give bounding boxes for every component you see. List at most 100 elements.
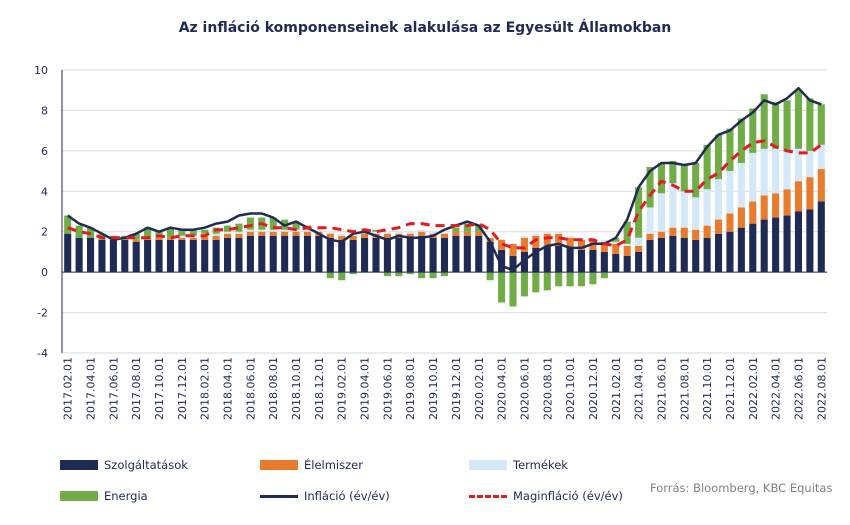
bar-segment	[281, 235, 289, 273]
bar-segment	[703, 237, 711, 273]
core-inflation-line	[67, 139, 823, 250]
bar-segment	[703, 144, 711, 190]
bar-segment	[224, 231, 232, 234]
bar-segment	[155, 237, 163, 240]
bar-segment	[806, 177, 814, 210]
x-tick-label: 2020.08.01	[541, 357, 554, 420]
bar-segment	[418, 231, 426, 236]
x-tick-label: 2018.02.01	[199, 357, 212, 420]
bar-segment	[669, 235, 677, 273]
bar-segment	[224, 233, 232, 238]
bar-segment	[303, 235, 312, 273]
bar-segment	[794, 90, 802, 149]
x-tick-label: 2018.08.01	[267, 357, 280, 420]
bar-segment	[646, 167, 654, 208]
bar-segment	[646, 239, 654, 273]
legend-item-termekek: Termékek	[469, 458, 568, 472]
legend-swatch-elelmiszer	[260, 460, 298, 470]
bar-segment	[349, 272, 357, 275]
bar-segment	[395, 237, 403, 273]
bar-segment	[714, 233, 723, 273]
bar-segment	[452, 235, 460, 273]
x-tick-label: 2021.04.01	[633, 357, 646, 420]
bar-segment	[657, 231, 665, 238]
bar-segment	[475, 231, 483, 236]
bar-segment	[246, 217, 254, 230]
bar-segment	[303, 229, 312, 232]
bar-segment	[555, 272, 563, 287]
bar-segment	[132, 233, 140, 240]
x-tick-label: 2021.08.01	[678, 357, 691, 420]
bar-segment	[315, 235, 323, 273]
bar-segment	[543, 233, 551, 246]
bar-segment	[794, 211, 802, 273]
bar-segment	[566, 235, 574, 238]
x-tick-label: 2017.04.01	[85, 357, 98, 420]
bar-segment	[235, 237, 243, 273]
bar-segment	[760, 219, 768, 273]
bar-segment	[189, 239, 197, 273]
bar-segment	[440, 233, 449, 238]
bar-segment	[361, 233, 369, 238]
bar-segment	[806, 150, 814, 178]
bar-segment	[463, 231, 471, 236]
bar-segment	[372, 229, 380, 232]
bar-segment	[680, 191, 688, 228]
bar-segment	[144, 239, 152, 273]
bar-segment	[692, 162, 700, 198]
y-tick-label: 10	[34, 64, 48, 77]
bar-segment	[418, 272, 426, 279]
bar-segment	[155, 239, 163, 273]
bar-segment	[132, 241, 140, 273]
legend-label: Élelmiszer	[304, 458, 363, 472]
bar-segment	[201, 229, 209, 234]
x-tick-label: 2022.04.01	[770, 357, 783, 420]
x-tick-label: 2021.06.01	[655, 357, 668, 420]
bar-segment	[680, 237, 688, 273]
bar-segment	[246, 235, 254, 273]
chart-title: Az infláció komponenseinek alakulása az …	[178, 20, 672, 36]
y-tick-label: -4	[37, 347, 48, 360]
bar-segment	[486, 241, 494, 273]
bar-segment	[692, 197, 700, 230]
bar-segment	[178, 239, 186, 273]
legend-swatch-energia	[60, 491, 98, 501]
bar-segment	[349, 239, 357, 273]
bar-segment	[338, 239, 346, 273]
bar-segment	[498, 249, 506, 273]
bar-segment	[817, 144, 825, 170]
bar-segment	[794, 181, 802, 212]
bar-segment	[235, 231, 243, 234]
bar-segment	[635, 251, 643, 273]
bar-segment	[189, 237, 197, 240]
bar-segment	[87, 237, 95, 273]
x-tick-label: 2017.06.01	[107, 357, 120, 420]
x-tick-label: 2020.10.01	[564, 357, 577, 420]
x-tick-label: 2019.12.01	[450, 357, 463, 420]
bar-segment	[349, 235, 357, 240]
bar-segment	[817, 104, 825, 145]
bar-segment	[144, 227, 152, 238]
x-tick-label: 2020.04.01	[496, 357, 509, 420]
x-tick-label: 2020.06.01	[518, 357, 531, 420]
x-tick-label: 2020.02.01	[473, 357, 486, 420]
bar-segment	[657, 162, 665, 194]
bar-segment	[281, 229, 289, 232]
x-tick-label: 2019.10.01	[427, 357, 440, 420]
legend-label: Infláció (év/év)	[304, 489, 390, 503]
bar-segment	[600, 251, 608, 273]
bar-segment	[338, 272, 346, 281]
bar-segment	[726, 171, 734, 214]
inflation-line	[66, 86, 822, 272]
bar-segment	[646, 207, 654, 234]
bar-segment	[509, 243, 517, 256]
bar-segment	[520, 272, 528, 297]
bar-segment	[692, 229, 700, 240]
x-tick-label: 2022.06.01	[792, 357, 805, 420]
bar-segment	[338, 235, 346, 240]
bar-segment	[714, 219, 723, 234]
bar-segment	[429, 231, 437, 234]
bar-segment	[429, 237, 437, 273]
bar-segment	[612, 241, 620, 244]
y-tick-label: 6	[41, 145, 48, 158]
